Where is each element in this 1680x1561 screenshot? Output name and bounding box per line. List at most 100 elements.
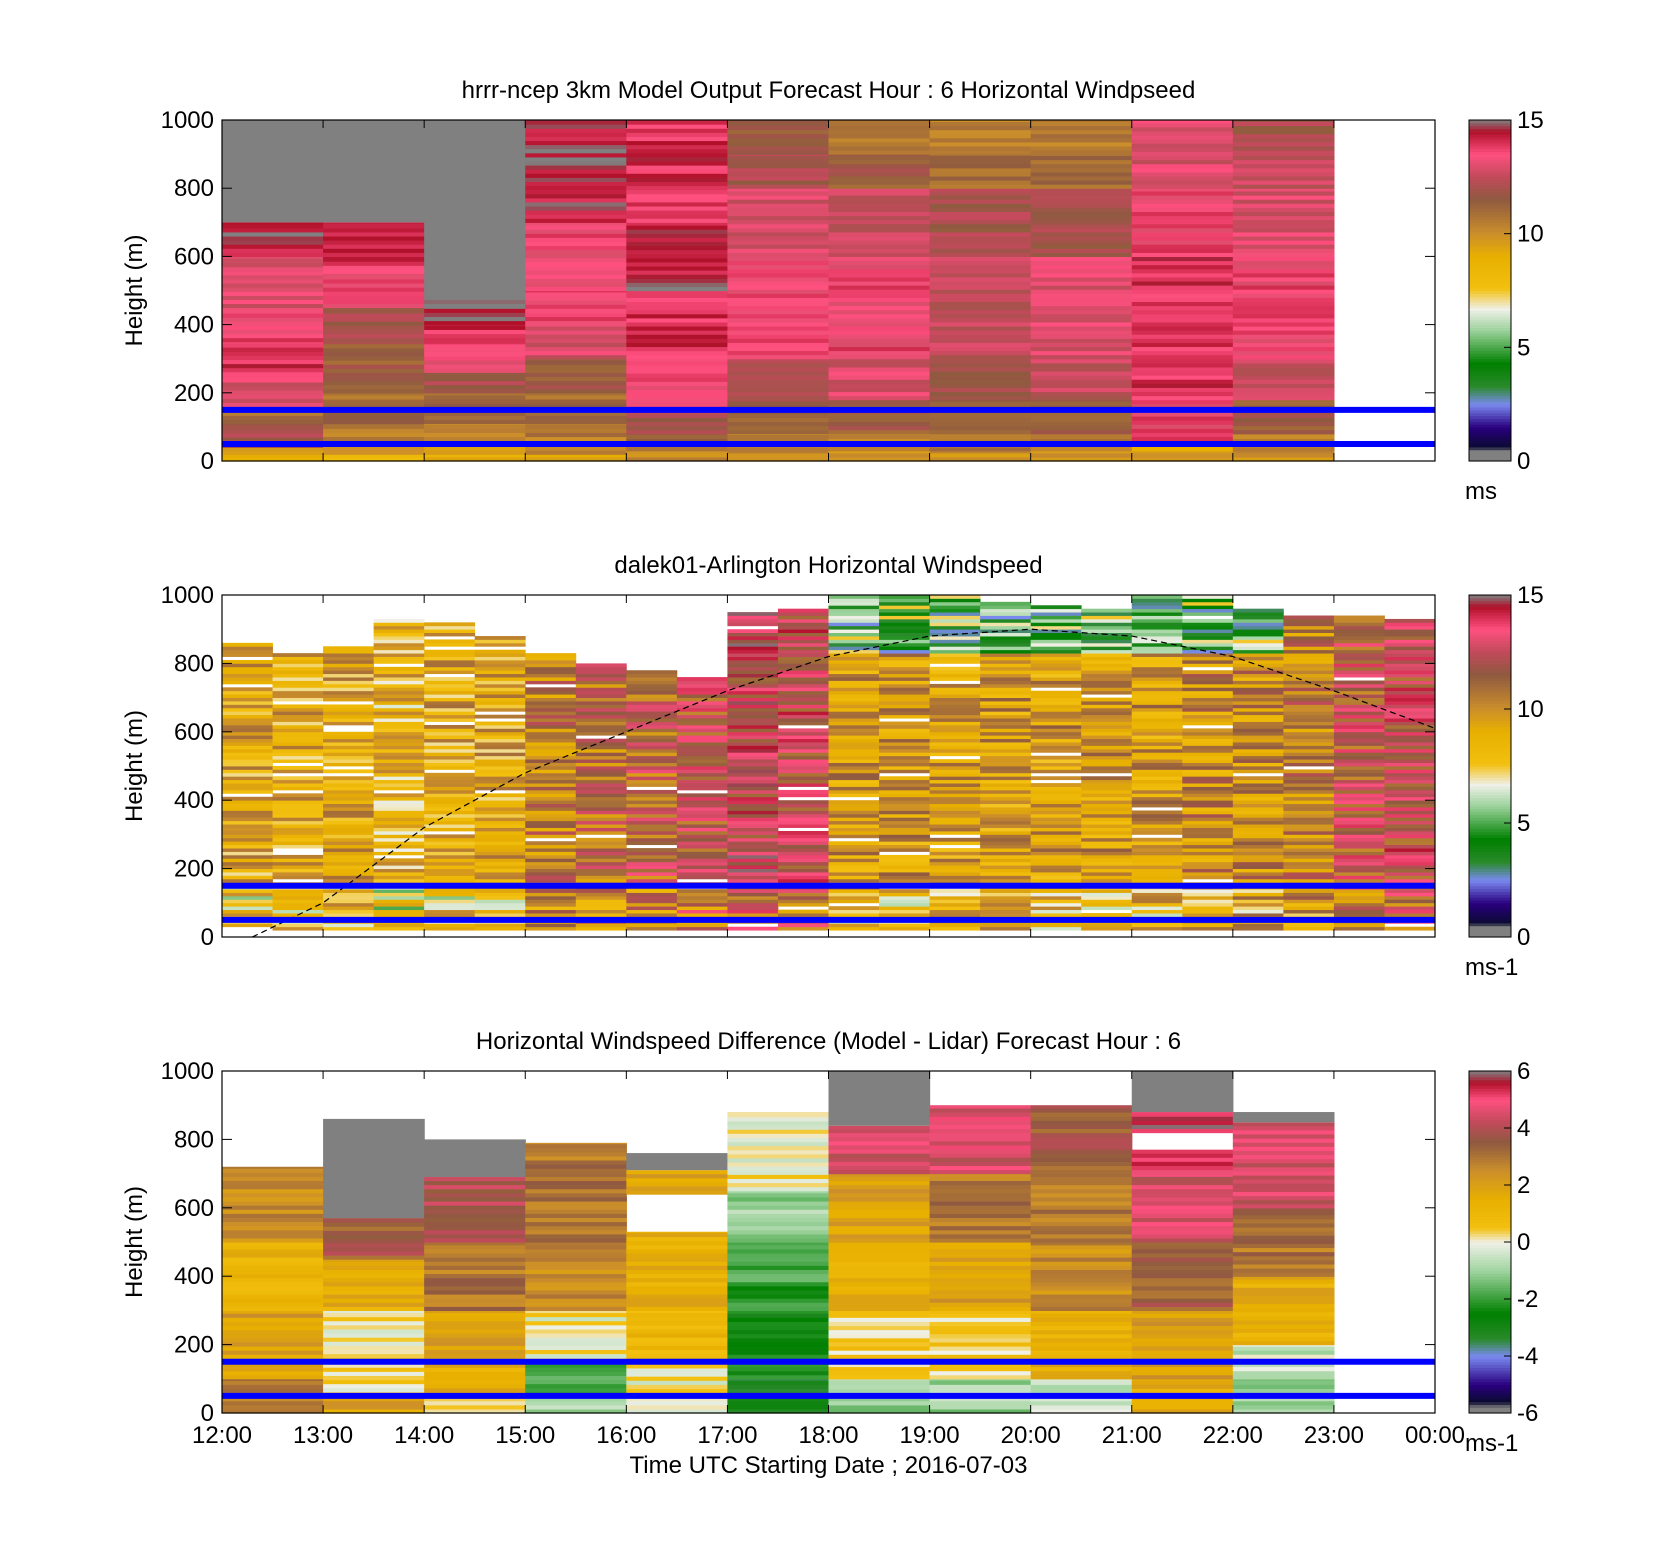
heatmap-cell	[1232, 366, 1335, 372]
heatmap-cell	[575, 837, 627, 842]
heatmap-cell	[474, 889, 526, 893]
heatmap-cell	[929, 673, 981, 678]
heatmap-cell	[323, 388, 425, 394]
heatmap-cell	[222, 222, 324, 225]
heatmap-cell	[879, 595, 930, 599]
heatmap-cell	[828, 824, 880, 828]
colorbar-segment	[1469, 780, 1511, 784]
heatmap-cell	[777, 762, 829, 767]
heatmap-cell	[1333, 766, 1385, 770]
heatmap-cell	[828, 434, 931, 440]
heatmap-cell	[373, 636, 425, 640]
heatmap-cell	[929, 354, 1032, 360]
heatmap-cell	[424, 803, 476, 808]
heatmap-cell	[727, 865, 779, 869]
heatmap-cell	[1333, 697, 1385, 702]
heatmap-cell	[1182, 701, 1234, 705]
colorbar-tick-label: -6	[1517, 1400, 1538, 1427]
heatmap-cell	[777, 861, 829, 866]
heatmap-cell	[525, 1306, 627, 1311]
heatmap-cell	[727, 215, 830, 221]
heatmap-cell	[777, 701, 829, 705]
heatmap-cell	[525, 278, 627, 283]
heatmap-cell	[727, 305, 830, 311]
heatmap-cell	[323, 913, 375, 917]
heatmap-cell	[272, 711, 324, 716]
colorbar-segment	[1469, 151, 1511, 155]
colorbar-segment	[1469, 1307, 1511, 1311]
heatmap-cell	[1030, 625, 1082, 630]
heatmap-cell	[525, 807, 577, 811]
heatmap-cell	[1030, 1237, 1133, 1243]
heatmap-cell	[1232, 399, 1335, 402]
heatmap-cell	[272, 858, 324, 863]
heatmap-cell	[1182, 803, 1234, 808]
heatmap-cell	[222, 411, 324, 416]
heatmap-cell	[828, 701, 880, 705]
heatmap-cell	[929, 1213, 1032, 1218]
heatmap-cell	[626, 181, 729, 187]
heatmap-cell	[222, 1313, 324, 1318]
heatmap-cell	[626, 714, 678, 719]
heatmap-cell	[1232, 683, 1284, 688]
heatmap-cell	[879, 820, 930, 825]
heatmap-cell	[980, 861, 1032, 866]
heatmap-cell	[1182, 649, 1234, 654]
heatmap-cell	[323, 307, 425, 310]
heatmap-cell	[1384, 683, 1436, 688]
heatmap-cell	[626, 1337, 729, 1342]
colorbar-segment	[1469, 284, 1511, 289]
heatmap-cell	[1131, 1248, 1234, 1254]
colorbar-segment	[1469, 1196, 1511, 1200]
heatmap-cell	[1131, 285, 1234, 290]
heatmap-cell	[929, 752, 981, 757]
heatmap-cell	[323, 697, 375, 702]
panel-title: hrrr-ncep 3km Model Output Forecast Hour…	[462, 77, 1196, 104]
heatmap-cell	[879, 629, 930, 634]
heatmap-cell	[626, 803, 678, 808]
heatmap-cell	[1182, 612, 1234, 616]
heatmap-cell	[1081, 629, 1133, 634]
heatmap-cell	[373, 618, 425, 623]
heatmap-cell	[727, 137, 830, 143]
heatmap-cell	[626, 360, 729, 366]
heatmap-cell	[424, 343, 526, 349]
heatmap-cell	[626, 1341, 729, 1346]
heatmap-cell	[474, 649, 526, 654]
heatmap-cell	[626, 909, 678, 914]
heatmap-cell	[474, 772, 526, 777]
heatmap-cell	[777, 612, 829, 616]
heatmap-cell	[424, 1180, 526, 1186]
heatmap-cell	[626, 721, 678, 726]
heatmap-cell	[424, 1237, 526, 1243]
heatmap-cell	[1283, 721, 1335, 726]
heatmap-cell	[525, 1196, 627, 1202]
heatmap-cell	[373, 642, 425, 647]
heatmap-cell	[828, 223, 931, 229]
heatmap-cell	[1030, 1248, 1133, 1254]
heatmap-cell	[828, 1252, 931, 1258]
heatmap-cell	[828, 786, 880, 791]
heatmap-cell	[1030, 425, 1133, 431]
heatmap-cell	[626, 1240, 729, 1246]
heatmap-cell	[474, 858, 526, 863]
heatmap-cell	[525, 324, 627, 327]
heatmap-cell	[1232, 1396, 1335, 1402]
heatmap-cell	[222, 1269, 324, 1275]
heatmap-cell	[626, 711, 678, 716]
heatmap-cell	[626, 1332, 729, 1338]
heatmap-cell	[424, 923, 476, 928]
heatmap-cell	[929, 1341, 1032, 1347]
heatmap-cell	[323, 707, 375, 712]
heatmap-cell	[525, 257, 627, 263]
heatmap-cell	[828, 687, 880, 692]
heatmap-cell	[1283, 796, 1335, 801]
heatmap-cell	[676, 902, 728, 907]
heatmap-cell	[828, 714, 880, 719]
heatmap-cell	[474, 697, 526, 702]
heatmap-cell	[222, 1281, 324, 1287]
colorbar-segment	[1469, 1162, 1511, 1166]
heatmap-cell	[525, 902, 577, 907]
heatmap-cell	[323, 1250, 425, 1256]
heatmap-cell	[828, 1370, 931, 1376]
